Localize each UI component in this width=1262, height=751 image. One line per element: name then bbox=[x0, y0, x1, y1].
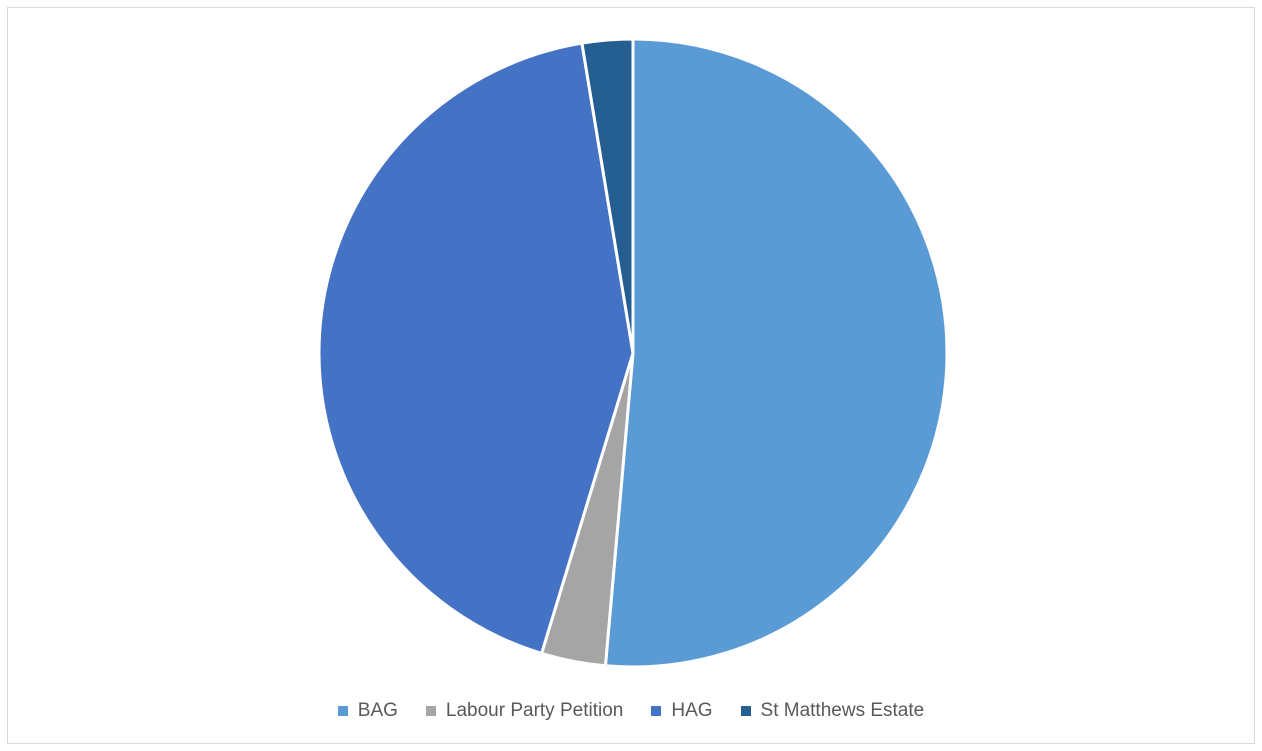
legend-item: BAG bbox=[337, 700, 398, 722]
pie-slice-st-matthews-estate bbox=[580, 37, 635, 355]
legend-swatch bbox=[740, 706, 751, 716]
legend-label: HAG bbox=[671, 700, 713, 721]
legend-item: HAG bbox=[651, 700, 713, 722]
legend-item: Labour Party Petition bbox=[425, 700, 624, 722]
legend-label: St Matthews Estate bbox=[760, 700, 925, 721]
legend-swatch bbox=[425, 706, 436, 716]
legend: BAG Labour Party Petition HAG St Matthews E… bbox=[0, 700, 1262, 722]
legend-swatch bbox=[651, 706, 662, 716]
pie-slice-hag bbox=[317, 41, 635, 655]
legend-swatch bbox=[337, 706, 348, 716]
pie-slice-bag bbox=[603, 37, 949, 669]
legend-label: Labour Party Petition bbox=[445, 700, 624, 721]
legend-item: St Matthews Estate bbox=[740, 700, 925, 722]
legend-label: BAG bbox=[357, 700, 398, 721]
